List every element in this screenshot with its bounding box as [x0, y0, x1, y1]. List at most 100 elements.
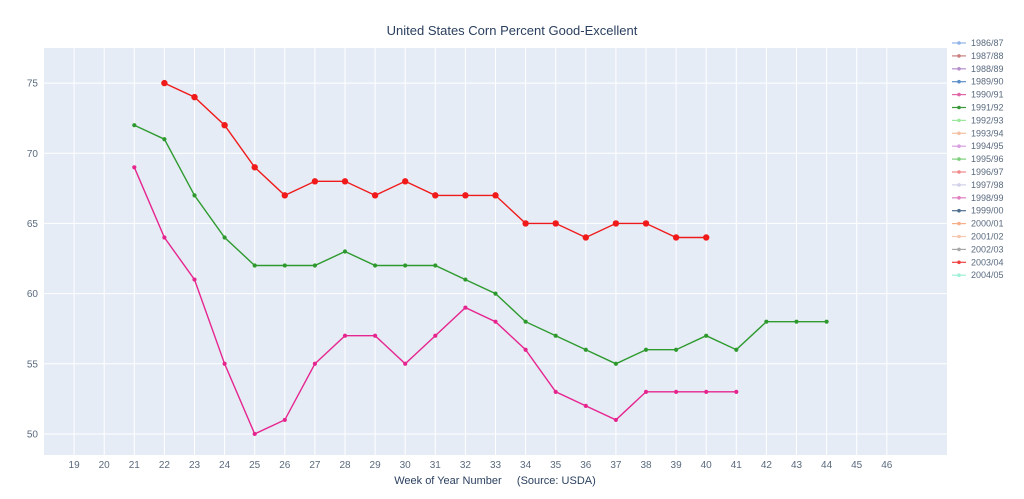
data-point	[583, 347, 588, 352]
data-point	[523, 347, 528, 352]
legend-swatch-marker	[957, 196, 961, 200]
data-point	[703, 234, 710, 241]
legend-swatch-marker	[957, 144, 961, 148]
y-tick-label: 70	[27, 149, 39, 160]
data-point	[794, 319, 799, 324]
data-point	[342, 333, 348, 338]
legend-label: 2002/03	[971, 244, 1004, 254]
legend-label: 1998/99	[971, 193, 1004, 203]
x-tick-label: 41	[731, 460, 743, 471]
data-point	[312, 263, 317, 268]
data-point	[252, 431, 257, 437]
legend-label: 1999/00	[971, 206, 1004, 216]
data-point	[642, 220, 650, 227]
data-point	[251, 164, 258, 171]
data-point	[252, 263, 257, 268]
legend-label: 2004/05	[971, 270, 1004, 280]
data-point	[613, 417, 619, 423]
legend-label: 1995/96	[971, 154, 1004, 164]
data-point	[553, 333, 558, 338]
data-point	[403, 263, 408, 268]
y-tick-label: 55	[27, 359, 39, 370]
data-point	[132, 165, 137, 170]
data-point	[522, 220, 529, 227]
x-tick-label: 26	[279, 460, 291, 471]
x-tick-label: 38	[640, 460, 652, 471]
y-axis-ticks: 50 55 60 65 70 75	[27, 79, 39, 441]
legend-label: 1992/93	[971, 115, 1004, 125]
x-tick-label: 43	[791, 460, 803, 471]
x-tick-label: 19	[69, 460, 81, 471]
x-tick-label: 21	[129, 460, 141, 471]
x-tick-label: 25	[249, 460, 261, 471]
legend-swatch-marker	[957, 79, 961, 84]
data-point	[282, 417, 287, 423]
x-tick-label: 46	[881, 460, 893, 471]
x-tick-label: 27	[309, 460, 321, 471]
legend-label: 1996/97	[971, 167, 1004, 177]
legend-swatch-marker	[957, 234, 961, 239]
data-point	[432, 192, 439, 199]
legend-label: 2001/02	[971, 232, 1004, 242]
legend-swatch-marker	[957, 131, 961, 136]
legend-swatch-marker	[957, 92, 961, 97]
data-point	[704, 333, 709, 338]
y-tick-label: 50	[27, 429, 39, 440]
x-tick-label: 32	[460, 460, 472, 471]
x-tick-label: 35	[550, 460, 562, 471]
data-point	[462, 192, 469, 199]
data-point	[583, 403, 588, 408]
data-point	[492, 192, 499, 199]
data-point	[341, 178, 349, 185]
x-tick-label: 30	[400, 460, 412, 471]
legend-label: 1986/87	[971, 38, 1004, 48]
chart-title: United States Corn Percent Good-Excellen…	[387, 23, 638, 38]
legend-label: 1991/92	[971, 103, 1004, 113]
x-tick-label: 22	[159, 460, 171, 471]
data-point	[433, 333, 438, 338]
data-point	[192, 277, 197, 282]
x-tick-label: 44	[821, 460, 833, 471]
legend-swatch-marker	[957, 260, 961, 265]
x-tick-label: 36	[580, 460, 592, 471]
data-point	[493, 291, 498, 296]
legend-swatch-marker	[957, 208, 961, 213]
legend[interactable]: 1986/87 1987/88 1988/89 1989/90 1990/91 1991/…	[952, 38, 1004, 280]
data-point	[552, 220, 559, 227]
data-point	[612, 220, 620, 227]
data-point	[311, 178, 319, 185]
x-tick-label: 28	[339, 460, 351, 471]
x-axis-ticks: 19 20 21 22 23 24 25 26 27 28 29 30 31 32 33 34 35 36 37 38…	[69, 460, 893, 471]
legend-swatch-marker	[957, 41, 961, 45]
data-point	[312, 361, 317, 366]
data-point	[373, 333, 378, 338]
data-point	[222, 235, 227, 240]
x-axis-label: Week of Year Number (Source: USDA)	[394, 475, 596, 487]
legend-swatch-marker	[957, 67, 961, 71]
x-tick-label: 42	[761, 460, 773, 471]
y-tick-label: 60	[27, 289, 39, 300]
data-point	[221, 121, 228, 129]
data-point	[523, 319, 528, 324]
legend-swatch-marker	[957, 221, 961, 226]
data-point	[463, 305, 468, 310]
x-tick-label: 34	[520, 460, 532, 471]
series-layer	[132, 79, 829, 437]
data-point	[403, 361, 408, 366]
data-point	[192, 193, 197, 198]
x-tick-label: 37	[610, 460, 622, 471]
data-point	[734, 347, 739, 352]
x-tick-label: 33	[490, 460, 502, 471]
data-point	[553, 389, 558, 394]
legend-label: 1989/90	[971, 77, 1004, 87]
y-tick-label: 75	[27, 79, 39, 90]
data-point	[582, 234, 589, 241]
data-point	[282, 263, 287, 268]
legend-swatch-marker	[957, 170, 961, 174]
legend-swatch-marker	[957, 105, 961, 110]
legend-label: 1993/94	[971, 128, 1004, 138]
legend-swatch-marker	[957, 157, 961, 161]
x-tick-label: 24	[219, 460, 231, 471]
x-tick-label: 23	[189, 460, 201, 471]
legend-label: 1987/88	[971, 51, 1004, 61]
